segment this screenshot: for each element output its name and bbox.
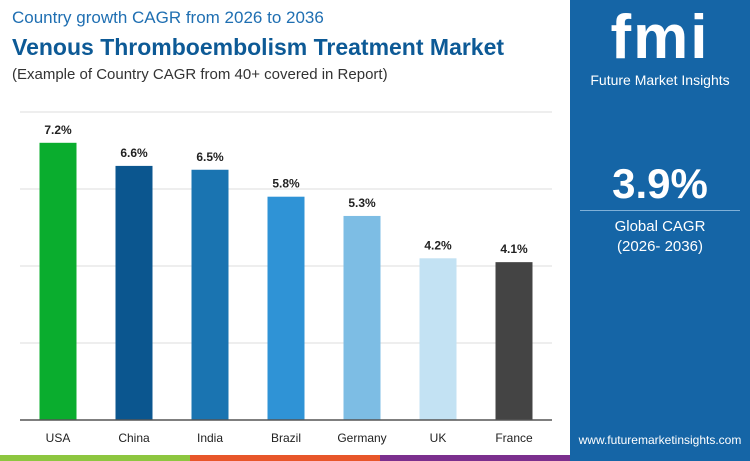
x-tick-label: UK [430,431,447,445]
x-tick-label: USA [46,431,71,445]
stripe-green [0,455,190,461]
global-cagr-value: 3.9% [612,160,708,207]
data-label: 5.8% [272,177,300,191]
data-label: 5.3% [348,196,376,210]
global-cagr-period: (2026- 2036) [617,238,703,255]
bar-germany [343,215,381,420]
data-label: 4.2% [424,238,452,252]
x-tick-label: France [495,431,533,445]
divider [580,210,740,211]
data-label: 4.1% [500,242,528,256]
chart-title: Venous Thromboembolism Treatment Market [12,34,505,60]
global-cagr-label: Global CAGR [614,218,706,235]
website-url[interactable]: www.futuremarketinsights.com [578,433,742,447]
bar-chart: 7.2% USA 6.6% China 6.5% India 5.8% Brazil 5.3% G… [20,111,552,445]
bar-france [495,262,533,420]
data-label: 7.2% [44,123,72,137]
x-tick-label: Germany [337,431,386,445]
sidebar: fmi Future Market Insights 3.9% Global C… [570,0,750,461]
bar-usa [39,142,77,421]
data-label: 6.5% [196,150,224,164]
bar-china [115,165,153,420]
logo-caption: Future Market Insights [590,72,730,88]
stripe-purple [380,455,570,461]
x-tick-label: China [118,431,150,445]
bar-india [191,169,229,420]
bar-brazil [267,196,305,420]
logo: fmi [610,3,710,72]
x-tick-label: Brazil [271,431,301,445]
chart-note: (Example of Country CAGR from 40+ covere… [12,66,388,83]
x-tick-label: India [197,431,223,445]
stripe-orange [190,455,380,461]
chart-subtitle: Country growth CAGR from 2026 to 2036 [12,8,324,27]
bar-uk [419,258,457,420]
data-label: 6.6% [120,146,148,160]
